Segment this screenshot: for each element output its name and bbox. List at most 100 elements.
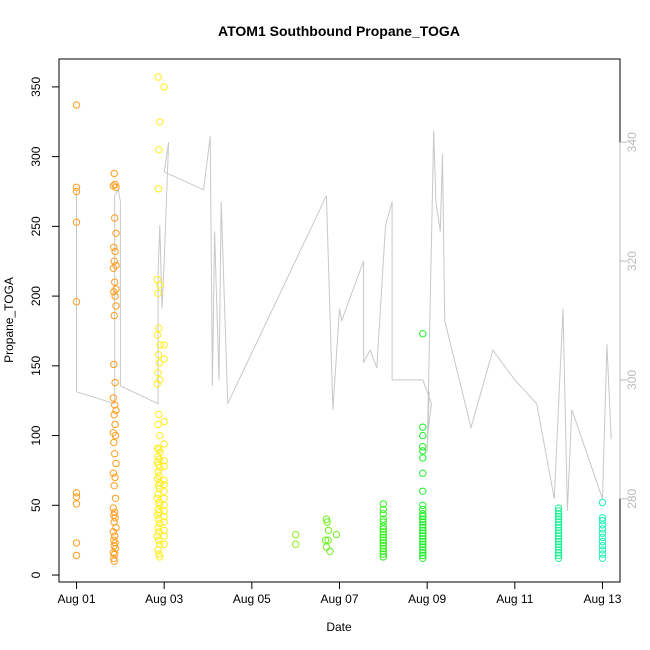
data-point (111, 420, 119, 429)
data-point (160, 487, 168, 495)
data-point (111, 278, 119, 286)
data-point (154, 351, 163, 359)
data-point (72, 551, 81, 560)
data-point (379, 500, 387, 508)
data-point (153, 532, 161, 540)
data-point (323, 518, 331, 526)
data-point (326, 547, 334, 555)
right-tick-label: 280 (625, 488, 639, 508)
data-point (110, 482, 118, 490)
chart-title: ATOM1 Southbound Propane_TOGA (218, 23, 460, 39)
data-point (419, 537, 427, 546)
data-point (109, 264, 118, 272)
data-point (419, 487, 427, 495)
data-point (419, 501, 427, 509)
data-point (154, 73, 162, 81)
x-tick-label: Aug 01 (58, 592, 96, 606)
data-point (110, 554, 118, 562)
data-point (154, 289, 162, 297)
data-point (155, 484, 164, 493)
data-point (154, 468, 162, 476)
data-point (554, 532, 563, 540)
data-point (109, 182, 118, 190)
x-tick-label: Aug 13 (583, 592, 621, 606)
data-point (379, 553, 387, 561)
data-point (72, 489, 81, 497)
data-point (110, 257, 118, 265)
data-point (554, 512, 563, 521)
data-point (72, 493, 81, 501)
data-point (155, 528, 163, 536)
data-point (419, 532, 427, 540)
data-point (154, 420, 162, 429)
data-point (110, 438, 118, 447)
data-point (111, 450, 119, 458)
x-tick-label: Aug 07 (320, 592, 358, 606)
data-point (419, 431, 427, 440)
data-point (324, 536, 332, 544)
data-point (110, 169, 118, 178)
right-tick-label: 340 (625, 132, 639, 152)
data-point (156, 118, 164, 126)
data-point (154, 536, 163, 544)
line-series-layer (76, 130, 612, 511)
data-point (72, 218, 81, 226)
data-point (153, 331, 162, 339)
data-point (419, 549, 427, 557)
data-point (160, 540, 168, 548)
data-point (154, 490, 162, 498)
series-aug-02 (109, 169, 120, 565)
data-point (156, 431, 164, 440)
data-point (111, 473, 119, 482)
data-point (419, 526, 427, 535)
data-point (598, 537, 607, 546)
data-point (554, 543, 563, 551)
data-point (156, 463, 164, 472)
data-point (554, 504, 563, 512)
data-point (110, 557, 118, 565)
data-point (324, 526, 333, 535)
data-point (379, 525, 387, 533)
data-point (379, 533, 387, 542)
data-point (419, 540, 427, 548)
data-point (419, 469, 427, 477)
data-point (110, 360, 118, 369)
x-tick-label: Aug 11 (496, 592, 533, 606)
data-point (154, 515, 163, 523)
data-point (155, 324, 163, 332)
data-point (160, 341, 168, 349)
data-point (321, 536, 330, 544)
data-point (554, 540, 563, 548)
data-point (156, 281, 164, 289)
data-point (153, 494, 161, 502)
data-point (154, 523, 162, 532)
data-point (109, 528, 118, 536)
data-point (109, 549, 118, 557)
data-point (554, 551, 563, 560)
data-point (292, 540, 300, 548)
data-point (153, 380, 161, 388)
data-point (554, 529, 563, 537)
right-tick-label: 300 (625, 370, 639, 390)
data-point (109, 394, 118, 402)
data-point (598, 546, 607, 554)
data-point (598, 498, 607, 507)
data-point (160, 417, 168, 426)
data-point (160, 440, 168, 448)
data-point (160, 355, 168, 363)
data-point (72, 187, 81, 196)
data-point (111, 292, 119, 300)
data-point (379, 539, 387, 547)
data-point (109, 504, 118, 512)
x-tick-label: Aug 09 (408, 592, 446, 606)
data-point (419, 518, 427, 526)
series-aug-04 (153, 73, 164, 561)
data-point (598, 554, 607, 562)
data-point (111, 532, 119, 540)
data-point (156, 501, 164, 509)
data-point (111, 378, 119, 387)
data-point (419, 529, 427, 537)
data-point (379, 530, 387, 539)
data-point (419, 546, 427, 554)
left-tick-label: 0 (29, 571, 43, 578)
